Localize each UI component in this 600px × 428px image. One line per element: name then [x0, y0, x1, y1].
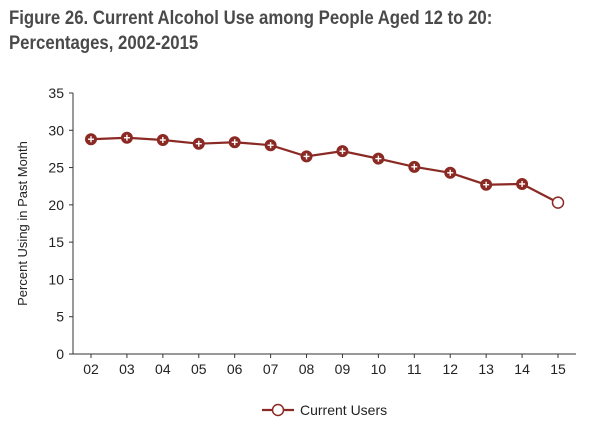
x-tick-label: 03 — [119, 361, 135, 377]
data-point-marker-hollow — [551, 196, 565, 209]
data-point — [156, 133, 169, 146]
x-tick-label: 10 — [371, 361, 387, 377]
y-tick-label: 25 — [48, 160, 64, 176]
x-tick-label: 13 — [478, 361, 494, 377]
x-tick-label: 04 — [155, 361, 171, 377]
x-tick-label: 11 — [407, 361, 422, 377]
data-point — [551, 196, 565, 209]
data-point — [300, 150, 313, 163]
y-tick-label: 10 — [48, 271, 64, 287]
chart-axes — [72, 93, 576, 355]
data-point — [120, 131, 133, 144]
data-point — [444, 166, 457, 179]
x-tick-label: 12 — [442, 361, 458, 377]
x-tick-label: 09 — [335, 361, 351, 377]
data-point — [408, 160, 421, 173]
data-point — [192, 137, 205, 150]
y-tick-label: 35 — [48, 85, 64, 101]
data-point — [85, 133, 97, 146]
chart-title-line2: Percentages, 2002-2015 — [9, 32, 199, 54]
y-tick-label: 20 — [48, 197, 64, 213]
chart-title-line1: Figure 26. Current Alcohol Use among Peo… — [9, 7, 493, 29]
data-point — [480, 178, 493, 191]
x-tick-label: 05 — [191, 361, 207, 377]
x-tick-label: 07 — [263, 361, 279, 377]
y-axis-ticks: 0 5 10 15 20 25 30 35 — [48, 85, 73, 362]
series-layer — [85, 131, 565, 209]
x-tick-label: 06 — [227, 361, 243, 377]
y-axis-label: Percent Using in Past Month — [15, 141, 30, 306]
chart-title: Figure 26. Current Alcohol Use among Peo… — [9, 6, 512, 56]
data-point — [336, 145, 349, 158]
data-point — [228, 136, 241, 149]
x-tick-label: 14 — [514, 361, 530, 377]
x-tick-label: 02 — [83, 361, 99, 377]
legend: Current Users — [262, 402, 387, 418]
y-tick-label: 15 — [48, 234, 64, 250]
data-point — [372, 152, 385, 165]
x-tick-label: 15 — [550, 361, 566, 377]
legend-label: Current Users — [300, 402, 387, 418]
x-tick-label: 08 — [299, 361, 315, 377]
y-tick-label: 5 — [56, 309, 64, 325]
y-tick-label: 0 — [56, 346, 64, 362]
data-point — [264, 139, 277, 152]
legend-marker — [271, 403, 285, 417]
x-axis-ticks: 02 03 04 05 06 07 08 09 10 11 12 13 14 15 — [83, 354, 566, 377]
y-tick-label: 30 — [48, 122, 64, 138]
data-point — [516, 177, 529, 190]
series-line-current-users — [90, 136, 559, 204]
